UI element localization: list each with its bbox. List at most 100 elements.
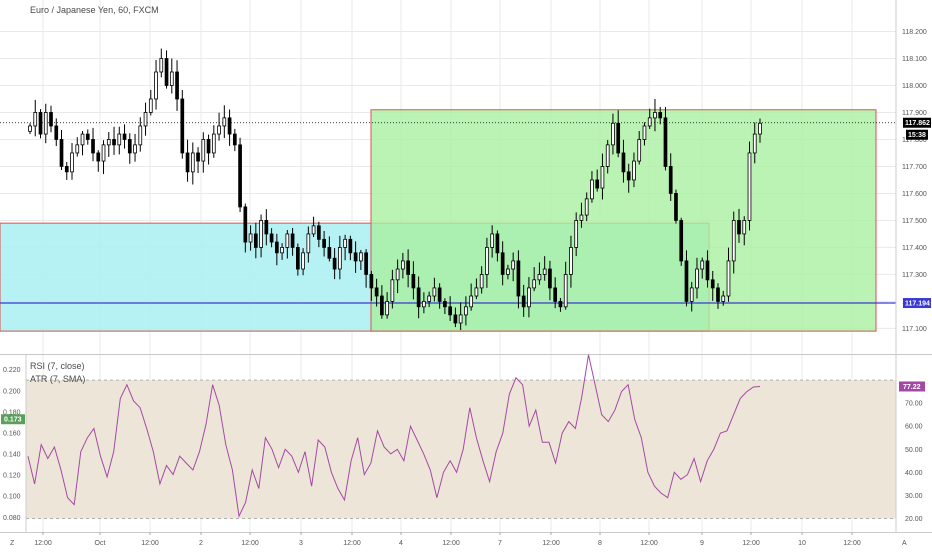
candle: [411, 261, 416, 300]
candle: [148, 90, 153, 116]
price-tick-label: 118.100: [902, 56, 927, 63]
time-tick-label: 12:00: [640, 540, 658, 547]
candle: [595, 169, 600, 192]
candle: [448, 296, 452, 321]
time-tick-label: 12:00: [241, 540, 259, 547]
candle: [700, 257, 705, 279]
candle: [558, 297, 563, 312]
candle: [264, 209, 269, 246]
candle: [190, 142, 195, 185]
candle: [85, 129, 90, 145]
candle: [584, 192, 589, 222]
candle: [28, 123, 32, 135]
rsi-series-line: [27, 354, 761, 518]
candle: [553, 277, 558, 309]
price-tick-label: 117.300: [902, 272, 927, 279]
candle: [464, 296, 468, 326]
candle: [133, 133, 137, 162]
candle: [343, 234, 347, 261]
price-lines: [0, 122, 896, 304]
candle: [138, 117, 143, 152]
candle: [395, 259, 400, 294]
candle: [180, 90, 185, 159]
candle: [516, 250, 521, 309]
price-tick-label: 118.000: [902, 83, 927, 90]
rsi-tick-label: 50.00: [905, 447, 923, 454]
candle: [469, 283, 473, 311]
rsi-value: 77.22: [903, 384, 921, 391]
candle: [716, 283, 720, 309]
candle: [164, 50, 169, 89]
atr-tick-label: 0.180: [3, 409, 21, 416]
candle: [658, 106, 663, 125]
candle: [705, 250, 710, 288]
time-tick-label: 3: [299, 540, 303, 547]
time-tick-label: 12:00: [141, 540, 159, 547]
candle: [232, 128, 237, 152]
candle: [122, 124, 127, 149]
atr-tick-label: 0.120: [3, 473, 21, 480]
price-tick-label: 117.400: [902, 245, 927, 252]
candle: [679, 217, 684, 266]
zoom-corner-label[interactable]: Z: [10, 540, 15, 547]
atr-tick-label: 0.100: [3, 494, 21, 501]
candle: [521, 284, 526, 317]
candle: [311, 216, 316, 238]
candle: [422, 292, 426, 314]
price-tick-label: 117.800: [902, 137, 927, 144]
candles: [28, 48, 762, 331]
rsi-tick-label: 60.00: [905, 424, 923, 431]
candle: [742, 216, 747, 246]
candle: [243, 203, 248, 253]
rsi-value-badge: 77.22: [899, 381, 925, 392]
atr-legend: ATR (7, SMA): [30, 374, 85, 384]
candle: [185, 139, 190, 182]
candle: [611, 113, 615, 155]
candle: [737, 208, 741, 243]
candle: [295, 243, 300, 276]
candle: [721, 290, 726, 306]
candle: [54, 118, 59, 147]
candle: [301, 248, 305, 276]
candle: [332, 248, 337, 280]
candle: [511, 252, 516, 282]
price-tick-label: 118.200: [902, 29, 927, 36]
auto-scale-corner-label[interactable]: A: [902, 540, 907, 547]
candle: [38, 109, 43, 139]
candle: [49, 105, 53, 133]
candle: [380, 285, 384, 319]
candle: [626, 163, 631, 193]
price-tick-label: 117.900: [902, 110, 927, 117]
candle: [259, 214, 263, 258]
candle: [269, 228, 274, 248]
atr-tick-label: 0.140: [3, 452, 21, 459]
candle: [548, 260, 552, 301]
candle: [653, 99, 657, 132]
candle: [474, 278, 479, 300]
candle: [689, 281, 694, 312]
price-tick-label: 117.600: [902, 191, 927, 198]
time-tick-label: 4: [399, 540, 403, 547]
time-tick-label: 12:00: [343, 540, 361, 547]
candle: [563, 261, 568, 310]
chart-title: Euro / Japanese Yen, 60, FXCM: [30, 5, 159, 15]
candle: [495, 230, 500, 262]
candle: [75, 137, 80, 157]
candle: [390, 269, 395, 309]
candle: [117, 126, 122, 155]
candle: [637, 131, 642, 165]
candle: [605, 139, 610, 174]
candle: [306, 226, 311, 263]
candle: [416, 276, 421, 319]
time-tick-label: 12:00: [742, 540, 760, 547]
price-tick-label: 117.100: [902, 326, 927, 333]
atr-tick-label: 0.080: [3, 515, 21, 522]
candle: [290, 227, 295, 256]
candle: [532, 267, 537, 292]
candle: [353, 241, 358, 273]
rsi-axis: 70.00 60.00 50.00 40.00 30.00 20.00: [905, 401, 923, 523]
time-tick-label: Oct: [95, 540, 106, 547]
candle: [458, 302, 463, 331]
candle: [453, 307, 458, 328]
